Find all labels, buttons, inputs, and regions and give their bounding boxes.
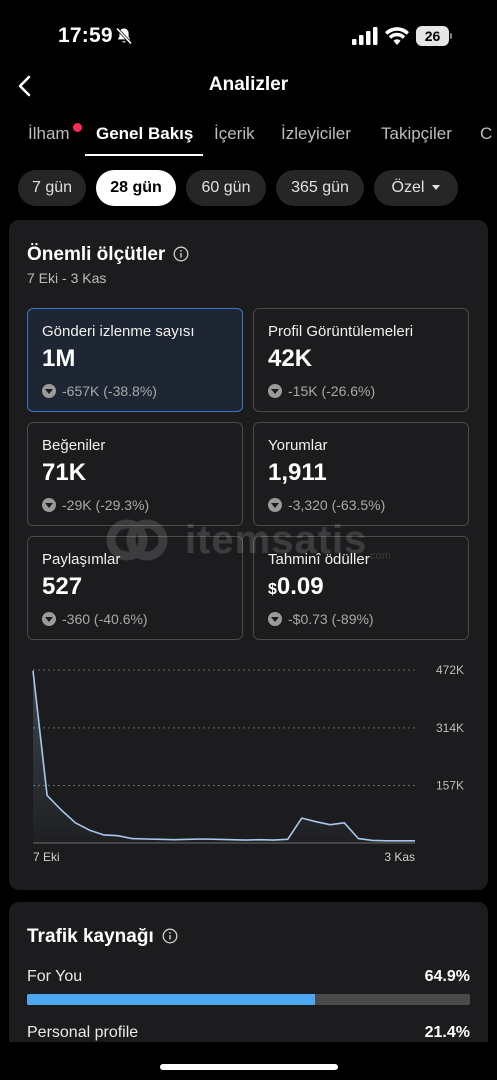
page-title: Analizler [208, 74, 289, 95]
battery-icon: 26 [416, 26, 452, 46]
arrow-down-circle-icon [42, 384, 56, 398]
metric-estimated-rewards[interactable]: Tahminî ödüller $0.09 -$0.73 (-89%) [253, 536, 469, 640]
chart-series-line [32, 670, 415, 842]
range-365-days[interactable]: 365 gün [276, 170, 364, 206]
date-range-selector: 7 gün 28 gün 60 gün 365 gün Özel [0, 170, 497, 206]
tab-followers[interactable]: Takipçiler [381, 124, 452, 143]
watermark-text: itemsatis [185, 518, 368, 562]
arrow-down-circle-icon [42, 612, 56, 626]
status-bar: 17:59 26 [0, 0, 497, 70]
tab-viewers[interactable]: İzleyiciler [281, 124, 351, 143]
chart-area-fill [33, 670, 415, 843]
wifi-icon [385, 27, 409, 45]
back-chevron-icon[interactable] [14, 74, 38, 98]
metric-value: 42K [268, 345, 313, 372]
arrow-down-circle-icon [268, 612, 282, 626]
traffic-label: Personal profile [27, 1024, 139, 1041]
chart-x-tick-label: 7 Eki [33, 850, 60, 864]
date-range-label: 7 Eki - 3 Kas [27, 270, 107, 286]
metric-comments[interactable]: Yorumlar 1,911 -3,320 (-63.5%) [253, 422, 469, 526]
home-indicator[interactable] [160, 1064, 338, 1070]
chart-y-tick-label: 314K [436, 721, 464, 735]
metric-value: 1M [42, 345, 76, 372]
metric-label: Tahminî ödüller [268, 551, 370, 568]
tab-overview[interactable]: Genel Bakış [96, 124, 194, 143]
metric-likes[interactable]: Beğeniler 71K -29K (-29.3%) [27, 422, 243, 526]
metric-change: -657K (-38.8%) [42, 383, 157, 399]
arrow-down-circle-icon [268, 498, 282, 512]
metric-label: Yorumlar [268, 437, 328, 454]
key-metrics-title: Önemli ölçütler [27, 244, 166, 265]
metric-value: 1,911 [268, 459, 327, 486]
info-icon[interactable] [162, 928, 178, 944]
chart-x-tick-label: 3 Kas [384, 850, 415, 864]
chart-y-tick-label: 157K [436, 778, 464, 792]
metric-change: -15K (-26.6%) [268, 383, 375, 399]
metric-label: Profil Görüntülemeleri [268, 323, 414, 340]
metric-post-views[interactable]: Gönderi izlenme sayısı 1M -657K (-38.8%) [27, 308, 243, 412]
traffic-source-title: Trafik kaynağı [27, 926, 154, 947]
metric-shares[interactable]: Paylaşımlar 527 -360 (-40.6%) [27, 536, 243, 640]
metric-label: Gönderi izlenme sayısı [42, 323, 195, 340]
tab-content[interactable]: İçerik [214, 124, 255, 143]
range-custom-label: Özel [391, 179, 425, 196]
metric-profile-views[interactable]: Profil Görüntülemeleri 42K -15K (-26.6%) [253, 308, 469, 412]
caret-down-icon [432, 185, 441, 191]
currency-symbol: $ [268, 581, 277, 598]
arrow-down-circle-icon [268, 384, 282, 398]
arrow-down-circle-icon [42, 498, 56, 512]
top-header: Analizler [0, 64, 497, 108]
watermark-link-icon [106, 519, 168, 561]
watermark-suffix: .com [367, 550, 391, 562]
battery-level: 26 [416, 26, 449, 46]
bell-slash-icon [115, 27, 133, 45]
metric-change: -$0.73 (-89%) [268, 611, 374, 627]
traffic-percentage: 64.9% [424, 968, 470, 985]
range-7-days[interactable]: 7 gün [18, 170, 86, 206]
tab-more[interactable]: C [480, 124, 493, 143]
metric-value: $0.09 [268, 573, 324, 600]
notification-dot [73, 123, 82, 132]
traffic-label: For You [27, 968, 83, 985]
info-icon[interactable] [173, 246, 189, 262]
bottom-safe-area [0, 1042, 497, 1080]
traffic-bar [27, 994, 470, 1005]
key-metrics-card: Önemli ölçütler 7 Eki - 3 Kas Gönderi iz… [9, 220, 488, 890]
range-60-days[interactable]: 60 gün [186, 170, 266, 206]
traffic-percentage: 21.4% [424, 1024, 470, 1041]
active-tab-indicator [85, 154, 203, 156]
post-views-chart: 472K 314K 157K 7 Eki 3 Kas [32, 663, 464, 864]
cellular-signal-icon [352, 27, 378, 45]
status-time: 17:59 [58, 24, 113, 47]
watermark-logo: itemsatis .com [105, 512, 395, 568]
metric-change: -360 (-40.6%) [42, 611, 148, 627]
metric-value: 527 [42, 573, 83, 600]
chart-y-tick-label: 472K [436, 663, 464, 677]
range-custom-dropdown[interactable]: Özel [374, 170, 458, 206]
metric-change: -3,320 (-63.5%) [268, 497, 385, 513]
tab-bar: İlham Genel Bakış İçerik İzleyiciler Tak… [0, 114, 497, 158]
tab-inspiration[interactable]: İlham [28, 124, 70, 143]
metric-label: Beğeniler [42, 437, 106, 454]
metric-label: Paylaşımlar [42, 551, 121, 568]
metric-value: 71K [42, 459, 87, 486]
metric-change: -29K (-29.3%) [42, 497, 149, 513]
range-28-days[interactable]: 28 gün [96, 170, 176, 206]
